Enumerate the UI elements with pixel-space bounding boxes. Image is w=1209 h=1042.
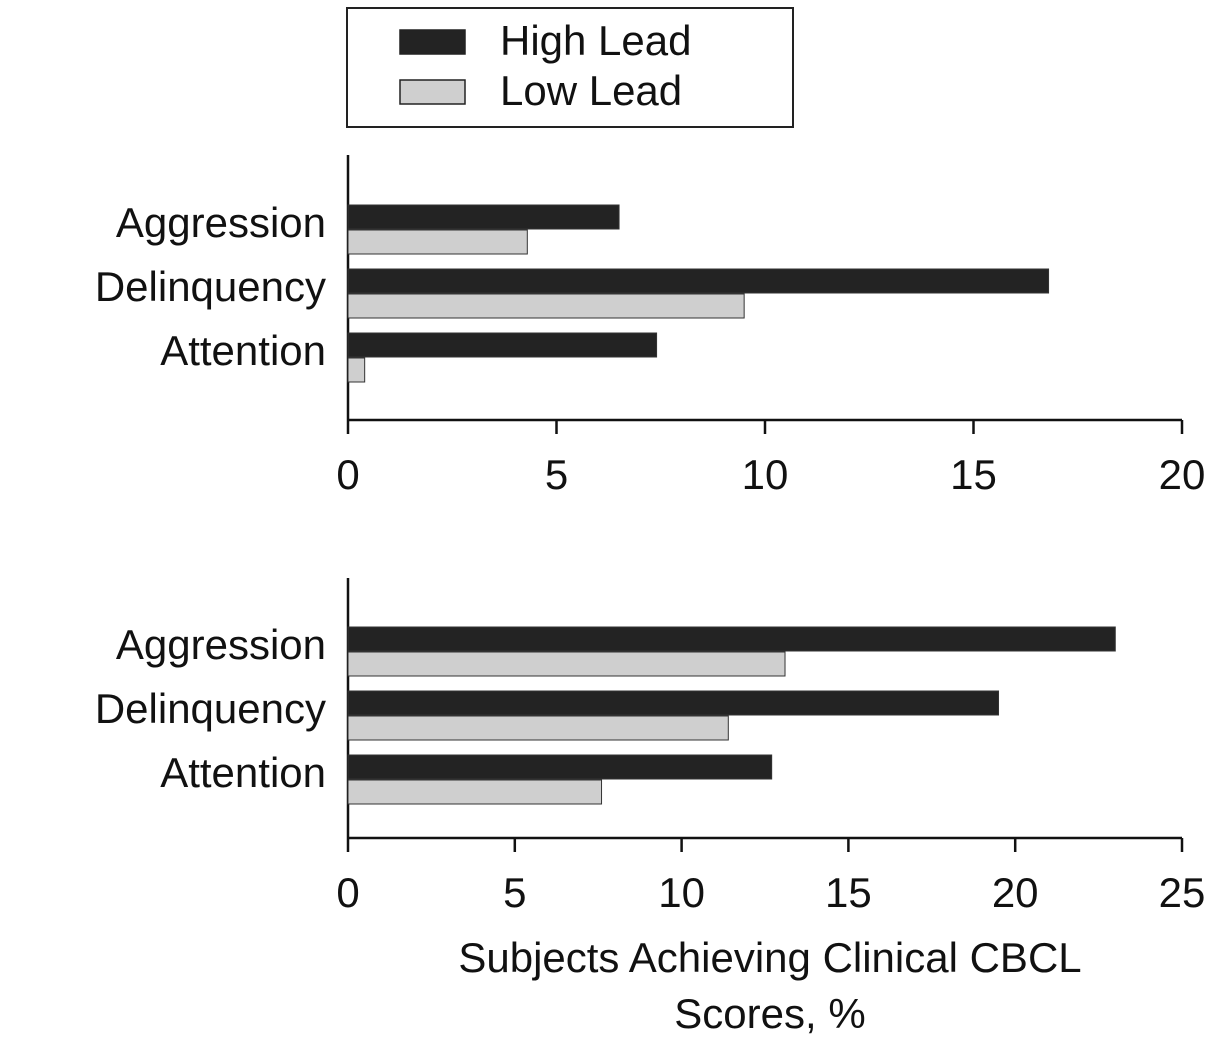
bar bbox=[347, 715, 729, 741]
category-label: Attention bbox=[160, 749, 326, 796]
x-tick-label: 0 bbox=[336, 869, 359, 916]
legend-label: Low Lead bbox=[500, 67, 682, 114]
category-label: Delinquency bbox=[95, 685, 326, 732]
category-label: Attention bbox=[160, 327, 326, 374]
x-axis-label: Subjects Achieving Clinical CBCL Scores,… bbox=[458, 934, 1082, 1037]
x-tick-label: 10 bbox=[658, 869, 705, 916]
x-tick-label: 5 bbox=[503, 869, 526, 916]
bar bbox=[347, 268, 1050, 294]
bar bbox=[347, 204, 620, 230]
legend-box bbox=[346, 7, 794, 128]
category-label: Aggression bbox=[116, 621, 326, 668]
bar bbox=[347, 357, 366, 383]
bar bbox=[347, 690, 1000, 716]
legend-swatch bbox=[399, 29, 466, 55]
bar bbox=[347, 229, 528, 255]
x-tick-label: 15 bbox=[825, 869, 872, 916]
bar bbox=[347, 293, 745, 319]
category-label: Delinquency bbox=[95, 263, 326, 310]
legend-label: High Lead bbox=[500, 17, 691, 64]
bar bbox=[347, 779, 603, 805]
x-tick-label: 0 bbox=[336, 451, 359, 498]
x-tick-label: 5 bbox=[545, 451, 568, 498]
bar bbox=[347, 332, 658, 358]
x-tick-label: 10 bbox=[742, 451, 789, 498]
legend-swatch bbox=[399, 79, 466, 105]
bar bbox=[347, 754, 773, 780]
x-tick-label: 25 bbox=[1159, 869, 1206, 916]
category-label: Aggression bbox=[116, 199, 326, 246]
x-tick-label: 15 bbox=[950, 451, 997, 498]
bar bbox=[347, 651, 786, 677]
x-tick-label: 20 bbox=[992, 869, 1039, 916]
x-tick-label: 20 bbox=[1159, 451, 1206, 498]
bar bbox=[347, 626, 1116, 652]
